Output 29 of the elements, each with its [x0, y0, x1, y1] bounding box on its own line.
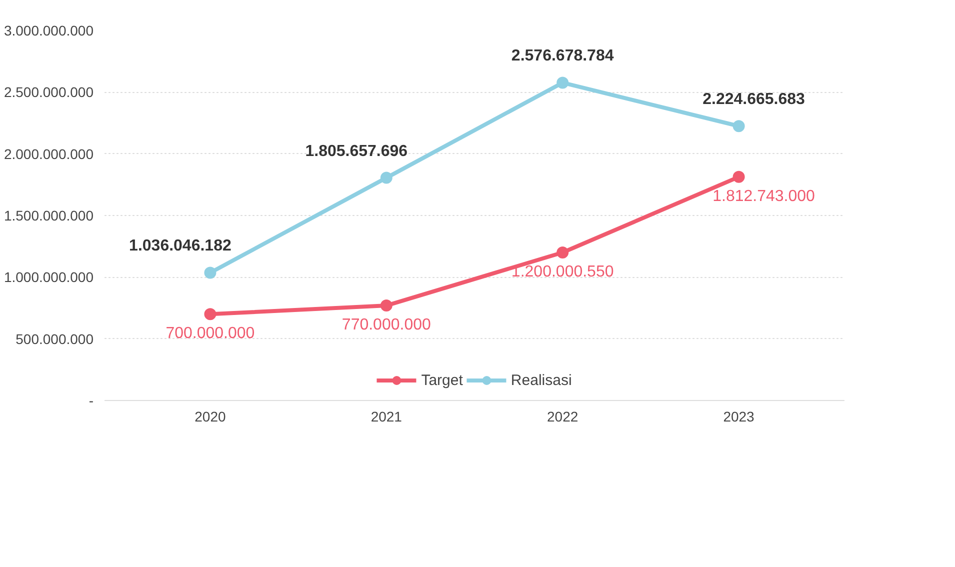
point: [556, 76, 569, 89]
data-label: 700.000.000: [166, 325, 255, 342]
x-tick-label: 2020: [194, 408, 226, 424]
y-tick-label: -: [88, 392, 94, 408]
point: [380, 300, 392, 312]
data-label: 1.200.000.550: [511, 264, 614, 280]
data-label: 1.036.046.182: [129, 238, 232, 255]
x-tick-label: 2023: [723, 408, 755, 424]
point: [380, 172, 392, 184]
y-tick-label: 2.000.000.000: [4, 146, 94, 162]
x-tick-label: 2021: [370, 408, 402, 424]
point: [732, 120, 745, 132]
legend-label: Realisasi: [510, 372, 572, 388]
data-label: 2.224.665.683: [702, 91, 806, 108]
y-tick-label: 1.000.000.000: [4, 269, 94, 286]
data-label: 1.812.743.000: [712, 188, 816, 205]
y-tick-label: 1.500.000.000: [4, 208, 94, 224]
point: [556, 246, 569, 258]
data-label: 770.000.000: [342, 316, 431, 334]
point: [732, 170, 745, 183]
y-tick-label: 3.000.000.000: [4, 22, 94, 38]
y-tick-label: 500.000.000: [16, 330, 94, 347]
legend-label: Target: [421, 372, 463, 388]
point: [204, 308, 216, 320]
x-tick-label: 2022: [547, 408, 578, 424]
data-label: 1.805.657.696: [305, 142, 408, 160]
point: [204, 266, 216, 279]
data-label: 2.576.678.784: [511, 48, 614, 65]
y-tick-label: 2.500.000.000: [4, 84, 94, 100]
